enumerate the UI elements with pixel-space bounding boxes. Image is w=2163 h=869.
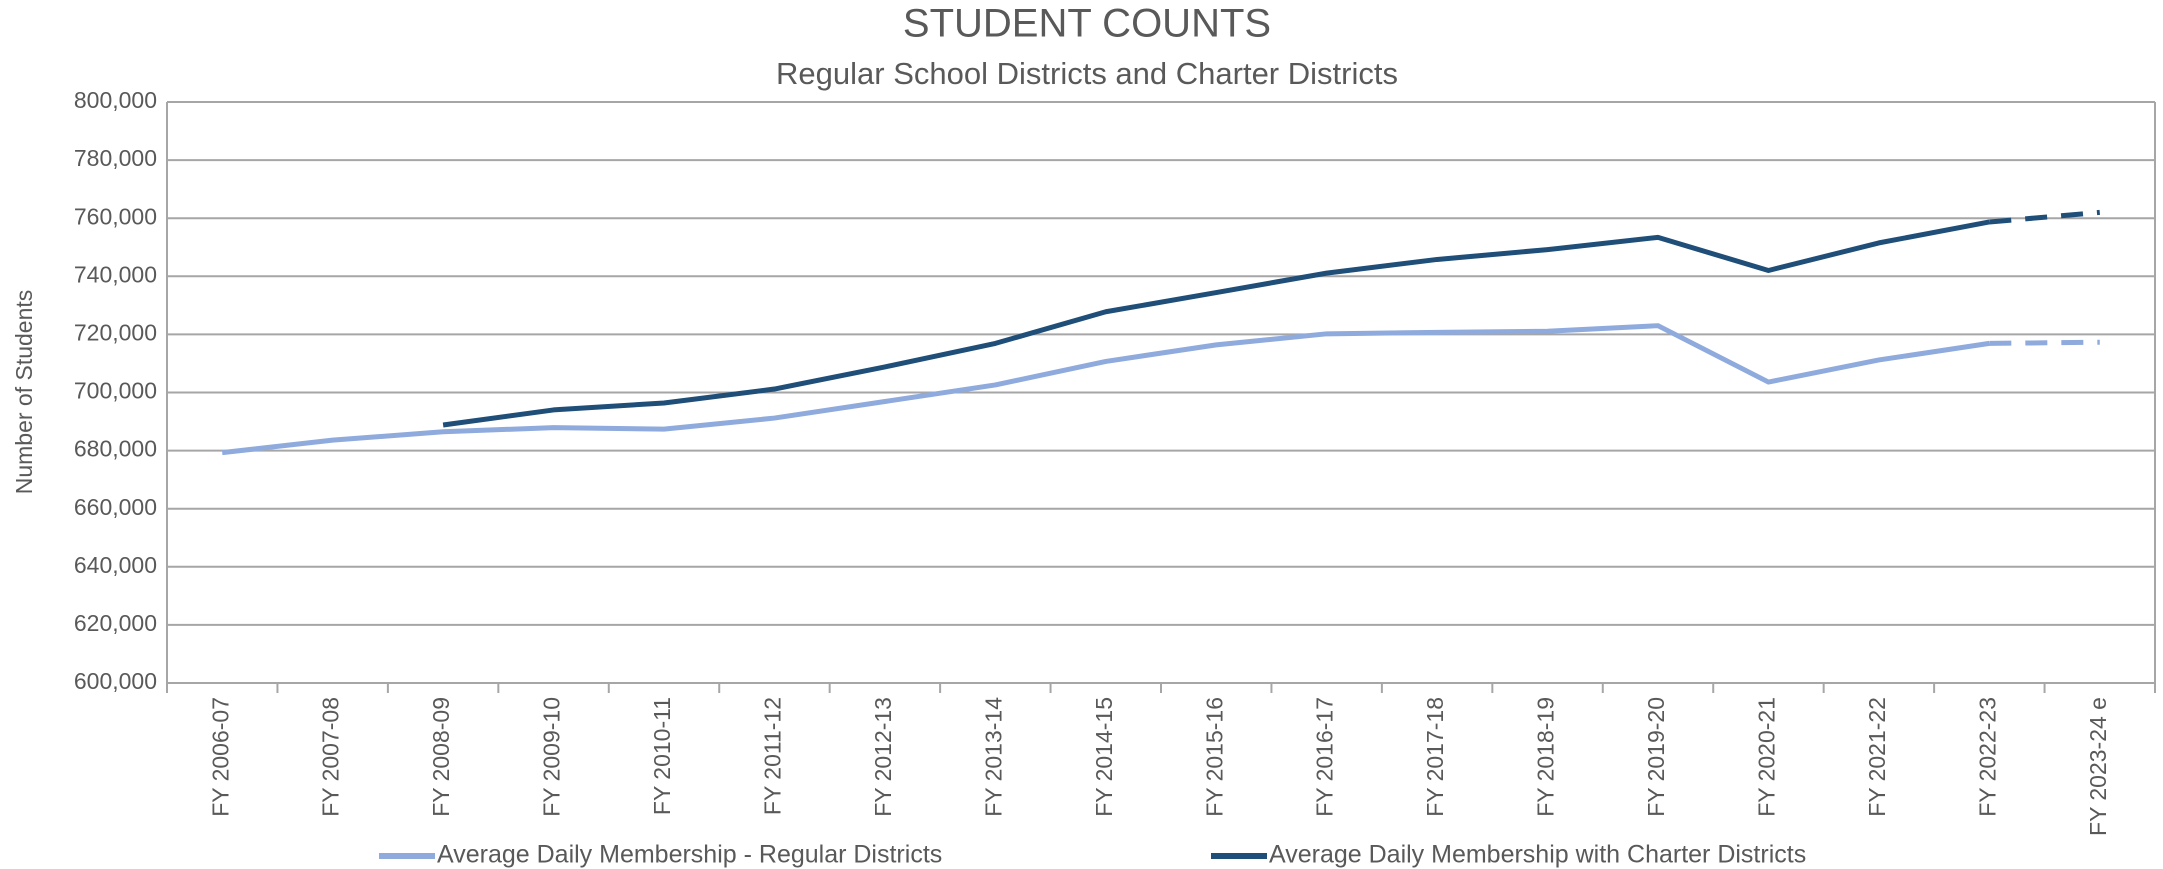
x-tick-label: FY 2006-07: [207, 697, 233, 817]
y-tick-label: 660,000: [74, 494, 157, 520]
y-tick-label: 780,000: [74, 145, 157, 171]
y-tick-label: 620,000: [74, 610, 157, 636]
series-line: [221, 323, 1990, 456]
chart-title: STUDENT COUNTS: [903, 2, 1271, 46]
x-tick-label: FY 2023-24 e: [2085, 697, 2111, 836]
y-tick-label: 640,000: [74, 552, 157, 578]
x-tick-label: FY 2013-14: [980, 697, 1006, 817]
x-tick-label: FY 2022-23: [1974, 697, 2000, 817]
x-tick-label: FY 2007-08: [318, 697, 344, 817]
series-line-projected: [1989, 209, 2100, 225]
x-tick-label: FY 2015-16: [1201, 697, 1227, 817]
x-tick-label: FY 2014-15: [1091, 697, 1117, 817]
y-tick-label: 600,000: [74, 668, 157, 694]
legend-label: Average Daily Membership with Charter Di…: [1269, 841, 1806, 869]
series-line: [442, 219, 1990, 428]
x-tick-label: FY 2016-17: [1312, 697, 1338, 817]
y-tick-label: 800,000: [74, 87, 157, 113]
x-tick-label: FY 2020-21: [1754, 697, 1780, 817]
x-tick-label: FY 2011-12: [760, 697, 786, 815]
x-tick-label: FY 2021-22: [1864, 697, 1890, 817]
series-line-projected: [1989, 339, 2100, 346]
chart-subtitle: Regular School Districts and Charter Dis…: [776, 56, 1398, 91]
x-tick-label: FY 2019-20: [1643, 697, 1669, 817]
y-tick-label: 760,000: [74, 203, 157, 229]
x-tick-label: FY 2010-11: [649, 697, 675, 815]
y-axis-label: Number of Students: [11, 290, 37, 495]
x-tick-label: FY 2017-18: [1422, 697, 1448, 817]
x-tick-label: FY 2012-13: [870, 697, 896, 817]
legend-label: Average Daily Membership - Regular Distr…: [437, 841, 942, 869]
x-tick-label: FY 2009-10: [539, 697, 565, 817]
y-tick-label: 740,000: [74, 261, 157, 287]
x-tick-label: FY 2008-09: [428, 697, 454, 817]
y-tick-label: 700,000: [74, 378, 157, 404]
y-tick-label: 680,000: [74, 436, 157, 462]
y-tick-label: 720,000: [74, 319, 157, 345]
x-tick-label: FY 2018-19: [1533, 697, 1559, 817]
